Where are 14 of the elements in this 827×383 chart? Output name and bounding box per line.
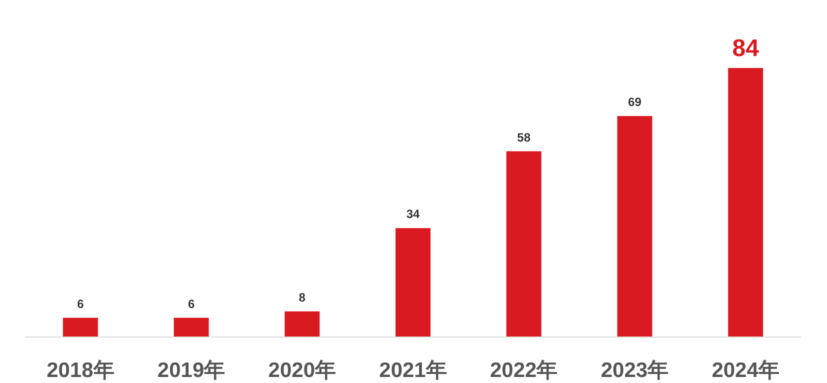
x-tick-label: 2019年 <box>157 359 226 382</box>
x-tick-label: 2022年 <box>490 359 558 382</box>
x-tick-label: 2023年 <box>600 359 669 382</box>
data-label: 34 <box>406 207 420 222</box>
data-label: 69 <box>628 95 642 110</box>
x-tick-label: 2020年 <box>268 359 336 382</box>
x-tick-label: 2021年 <box>379 359 447 382</box>
data-label: 6 <box>188 296 195 311</box>
data-label: 58 <box>517 130 531 144</box>
data-label: 8 <box>298 290 306 304</box>
data-label: 84 <box>732 35 760 62</box>
data-label: 6 <box>77 296 84 311</box>
x-tick-label: 2018年 <box>46 359 114 382</box>
x-tick-label: 2024年 <box>712 359 780 382</box>
